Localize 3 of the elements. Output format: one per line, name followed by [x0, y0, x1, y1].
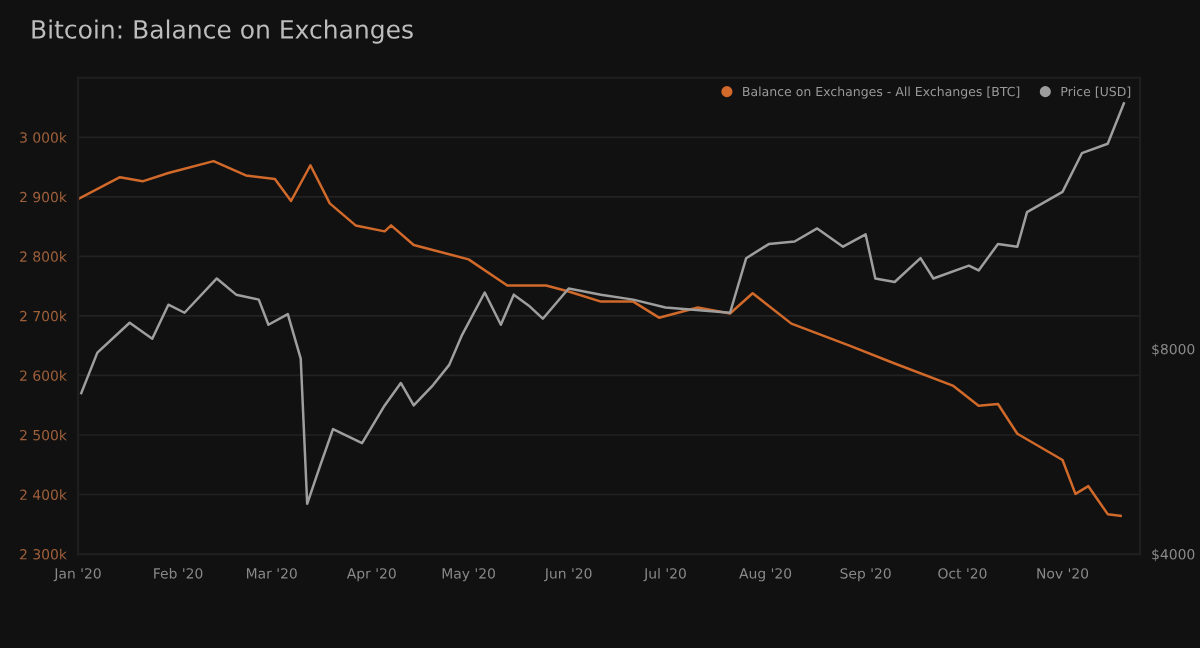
- line-series: [79, 102, 1126, 506]
- chart-title: Bitcoin: Balance on Exchanges: [32, 19, 413, 44]
- line-series: [78, 159, 1122, 518]
